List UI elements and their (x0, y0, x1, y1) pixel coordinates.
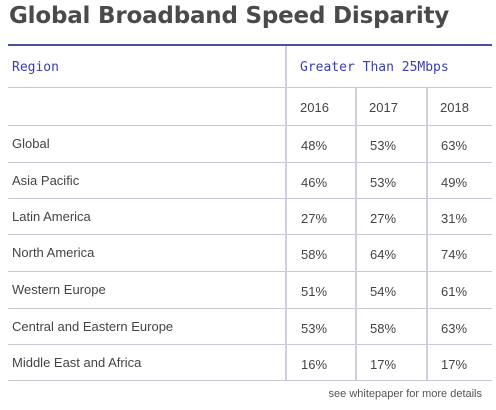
value-cell: 53% (301, 321, 328, 336)
value-cell: 17% (370, 357, 397, 372)
row-divider (8, 271, 492, 272)
row-divider (8, 198, 492, 199)
row-divider (8, 234, 492, 235)
value-cell: 31% (441, 211, 468, 226)
region-cell: Global (12, 136, 50, 151)
value-cell: 53% (370, 175, 397, 190)
value-cell: 49% (441, 175, 468, 190)
value-cell: 61% (441, 284, 468, 299)
region-cell: Middle East and Africa (12, 355, 142, 370)
column-divider (426, 88, 428, 380)
value-cell: 51% (301, 284, 328, 299)
value-cell: 58% (301, 247, 328, 262)
value-cell: 17% (441, 357, 468, 372)
table-bottom-border (8, 380, 492, 381)
value-cell: 16% (301, 357, 328, 372)
year-header: 2018 (440, 100, 469, 115)
value-cell: 63% (441, 321, 468, 336)
value-cell: 27% (301, 211, 328, 226)
column-divider (355, 88, 357, 380)
row-divider (8, 308, 492, 309)
row-divider (8, 125, 492, 126)
row-divider (8, 162, 492, 163)
value-cell: 63% (441, 138, 468, 153)
value-cell: 58% (370, 321, 397, 336)
year-header: 2017 (369, 100, 398, 115)
region-cell: Latin America (12, 209, 91, 224)
footer-note: see whitepaper for more details (328, 388, 482, 400)
year-header: 2016 (300, 100, 329, 115)
value-cell: 46% (301, 175, 328, 190)
value-cell: 54% (370, 284, 397, 299)
value-cell: 74% (441, 247, 468, 262)
value-cell: 53% (370, 138, 397, 153)
region-cell: Central and Eastern Europe (12, 319, 174, 334)
value-cell: 64% (370, 247, 397, 262)
column-divider (285, 46, 287, 380)
region-cell: North America (12, 245, 95, 260)
page-title: Global Broadband Speed Disparity (9, 3, 450, 29)
value-cell: 48% (301, 138, 328, 153)
region-cell: Western Europe (12, 282, 106, 297)
row-divider (8, 344, 492, 345)
table-top-border (8, 44, 492, 46)
region-column-header: Region (12, 60, 59, 75)
broadband-table: Region Greater Than 25Mbps 2016 2017 201… (8, 44, 492, 381)
group-column-header: Greater Than 25Mbps (300, 60, 449, 75)
row-divider (8, 87, 492, 88)
value-cell: 27% (370, 211, 397, 226)
region-cell: Asia Pacific (12, 173, 80, 188)
